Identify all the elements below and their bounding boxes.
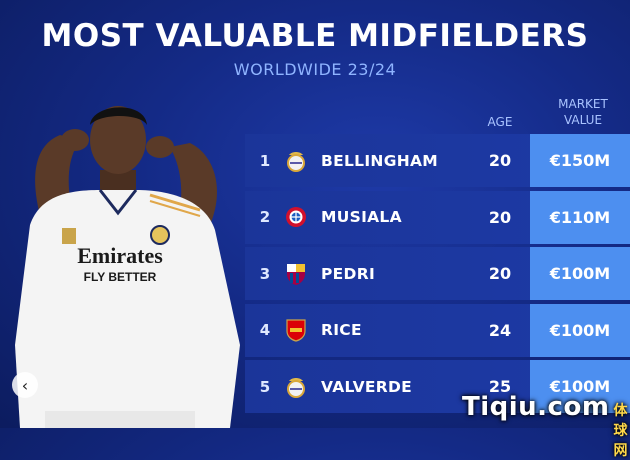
rank-label: 5 — [259, 377, 271, 396]
market-value: €150M — [530, 134, 630, 187]
player-age: 20 — [488, 264, 512, 283]
rank-label: 3 — [259, 264, 271, 283]
player-age: 25 — [488, 377, 512, 396]
player-name: RICE — [321, 321, 362, 339]
player-name: BELLINGHAM — [321, 151, 439, 170]
rank-label: 2 — [259, 208, 271, 226]
real-madrid-crest-icon — [285, 374, 307, 400]
age-column-header: AGE — [487, 115, 513, 129]
barcelona-crest-icon — [285, 261, 307, 287]
market-value-header-line2: VALUE — [563, 113, 603, 127]
page-title: MOST VALUABLE MIDFIELDERS — [41, 18, 589, 54]
table-row: 4 RICE 24 €100M — [245, 303, 630, 357]
site-watermark: Tiqiu.com 体球网 — [462, 392, 630, 460]
chevron-left-icon: ‹ — [21, 375, 29, 395]
player-name: VALVERDE — [321, 377, 413, 396]
player-age: 24 — [488, 320, 512, 340]
table-row: 5 VALVERDE 25 €100M — [245, 360, 630, 413]
market-value-header-line1: MARKET — [558, 97, 608, 111]
table-row: 3 PEDRI 20 €100M — [245, 247, 630, 300]
arsenal-crest-icon — [285, 317, 307, 343]
player-age: 20 — [488, 207, 512, 227]
watermark-text: Tiqiu.com — [462, 392, 610, 422]
shirt-sponsor-line1: Emirates — [77, 243, 163, 268]
ranking-table: 1 BELLINGHAM 20 €150M 2 MUSIALA 20 €110M… — [245, 134, 630, 417]
player-image: Emirates FLY BETTER — [0, 95, 250, 428]
market-value: €100M — [530, 303, 630, 357]
player-name: PEDRI — [321, 264, 376, 283]
real-madrid-crest-icon — [285, 148, 307, 174]
market-value-column-header: MARKET VALUE — [548, 96, 618, 128]
rank-label: 1 — [259, 151, 271, 170]
player-age: 20 — [488, 151, 512, 170]
player-illustration: Emirates FLY BETTER — [15, 106, 240, 428]
watermark-cn-text: 体球网 — [613, 403, 628, 459]
player-name: MUSIALA — [321, 208, 402, 226]
shirt-sponsor-line2: FLY BETTER — [84, 270, 157, 284]
market-value: €100M — [530, 360, 630, 413]
table-row: 1 BELLINGHAM 20 €150M — [245, 134, 630, 187]
table-row: 2 MUSIALA 20 €110M — [245, 190, 630, 244]
bayern-munich-crest-icon — [285, 204, 307, 230]
market-value: €100M — [530, 247, 630, 300]
page-subtitle: WORLDWIDE 23/24 — [233, 60, 397, 79]
market-value: €110M — [530, 190, 630, 244]
rank-label: 4 — [259, 321, 271, 339]
carousel-prev-button[interactable]: ‹ — [12, 372, 38, 398]
